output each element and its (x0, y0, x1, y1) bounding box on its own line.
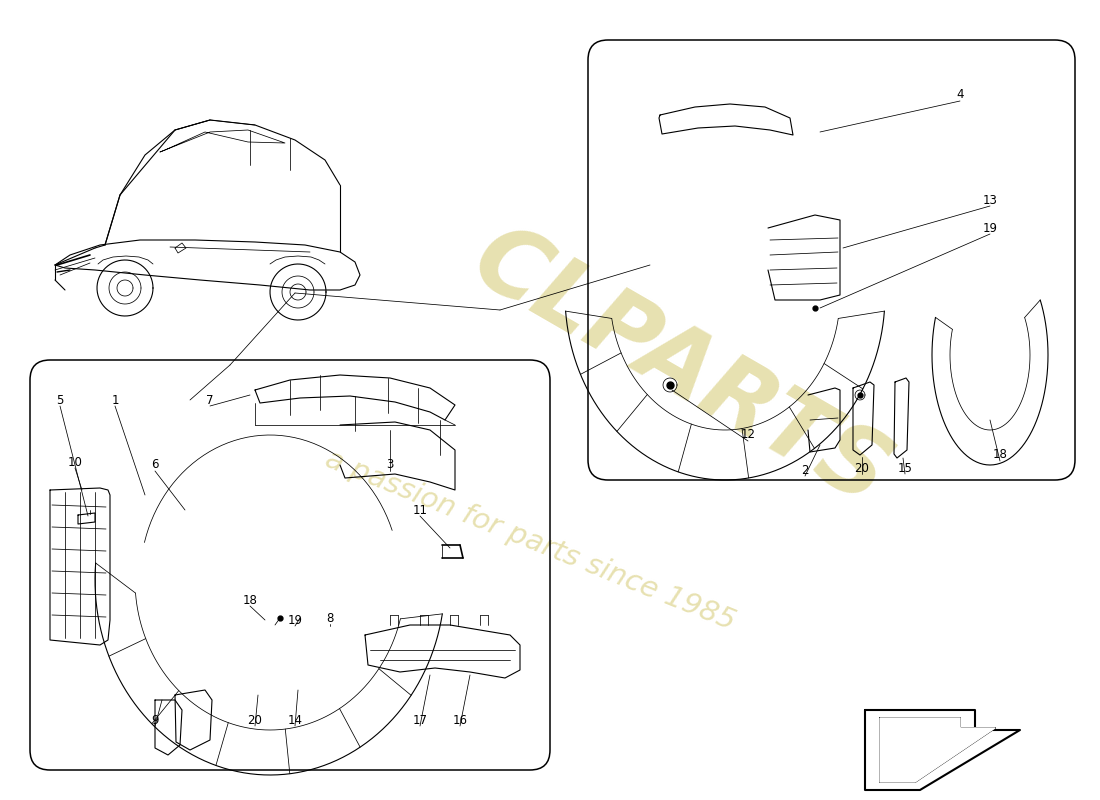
Text: 15: 15 (898, 462, 912, 474)
Text: 8: 8 (327, 611, 333, 625)
Text: 18: 18 (992, 449, 1008, 462)
Text: 12: 12 (740, 429, 756, 442)
Polygon shape (865, 710, 1020, 790)
Text: 1: 1 (111, 394, 119, 406)
Text: 20: 20 (248, 714, 263, 726)
Text: 5: 5 (56, 394, 64, 406)
Text: 10: 10 (67, 455, 82, 469)
Text: 7: 7 (207, 394, 213, 406)
Text: 6: 6 (152, 458, 158, 471)
Text: a passion for parts since 1985: a passion for parts since 1985 (321, 445, 739, 635)
Text: CLPARTS: CLPARTS (455, 214, 904, 526)
Text: 14: 14 (287, 714, 303, 726)
Text: 19: 19 (982, 222, 998, 234)
Text: 4: 4 (956, 89, 964, 102)
Text: 11: 11 (412, 503, 428, 517)
Polygon shape (880, 718, 996, 782)
Text: 16: 16 (452, 714, 468, 726)
Text: 13: 13 (982, 194, 998, 206)
Text: 9: 9 (152, 714, 158, 726)
Text: 17: 17 (412, 714, 428, 726)
Text: 18: 18 (243, 594, 257, 606)
Text: 20: 20 (855, 462, 869, 474)
Text: 3: 3 (386, 458, 394, 471)
Text: 19: 19 (287, 614, 303, 626)
Text: 2: 2 (801, 463, 808, 477)
